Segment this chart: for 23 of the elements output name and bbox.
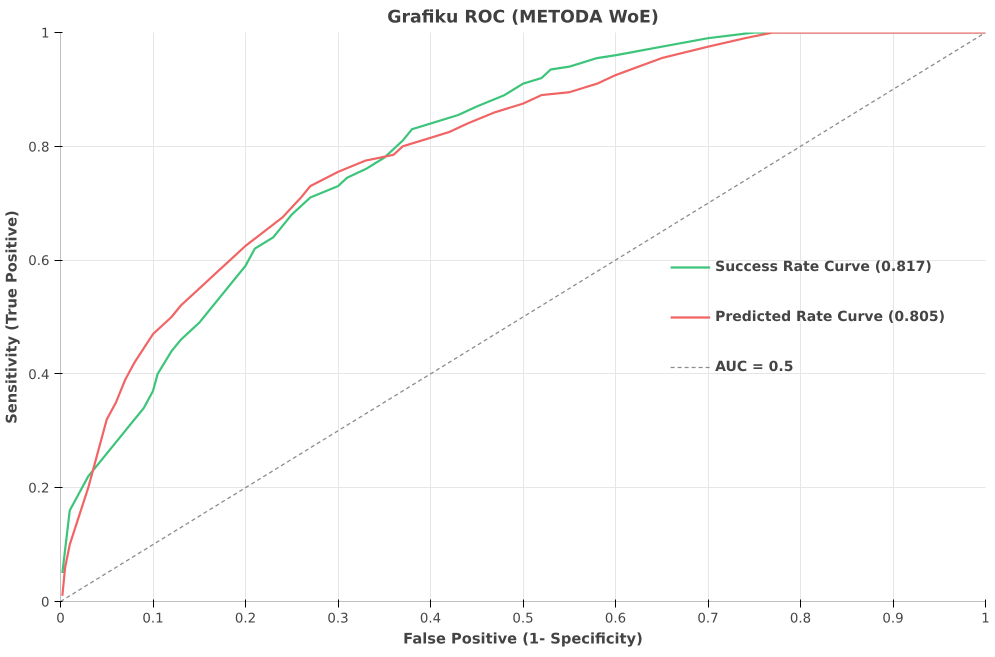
y-axis-title: Sensitivity (True Positive) <box>3 210 20 424</box>
legend-label: Success Rate Curve (0.817) <box>715 258 932 274</box>
y-tick-label: 0.8 <box>28 140 50 156</box>
x-tick-label: 0.4 <box>420 612 442 626</box>
x-tick-label: 0.5 <box>512 612 534 626</box>
y-tick-label: 0.4 <box>28 368 50 383</box>
x-tick-label: 0.6 <box>604 612 626 626</box>
x-tick-label: 0 <box>56 612 65 626</box>
y-tick-label: 0.6 <box>28 254 50 270</box>
x-tick-label: 0.2 <box>234 612 256 626</box>
x-tick-label: 0.7 <box>697 612 719 626</box>
legend-label: Predicted Rate Curve (0.805) <box>715 308 945 324</box>
x-axis-title: False Positive (1- Specificity) <box>403 630 643 648</box>
x-tick-label: 0.9 <box>882 612 904 626</box>
x-tick-label: 0.3 <box>327 612 349 626</box>
chart-title: Grafiku ROC (METODA WoE) <box>387 8 659 28</box>
x-tick-label: 0.1 <box>142 612 164 626</box>
x-tick-label: 1 <box>981 612 990 626</box>
x-tick-label: 0.8 <box>790 612 812 626</box>
y-tick-label: 0.2 <box>28 482 50 497</box>
y-tick-label: 0 <box>41 596 50 610</box>
legend-label: AUC = 0.5 <box>715 358 794 374</box>
y-tick-label: 1 <box>41 26 50 42</box>
